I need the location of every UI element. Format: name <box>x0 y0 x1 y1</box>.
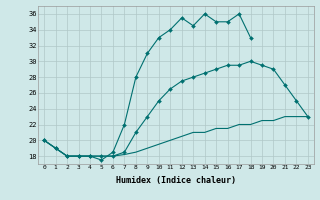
X-axis label: Humidex (Indice chaleur): Humidex (Indice chaleur) <box>116 176 236 185</box>
